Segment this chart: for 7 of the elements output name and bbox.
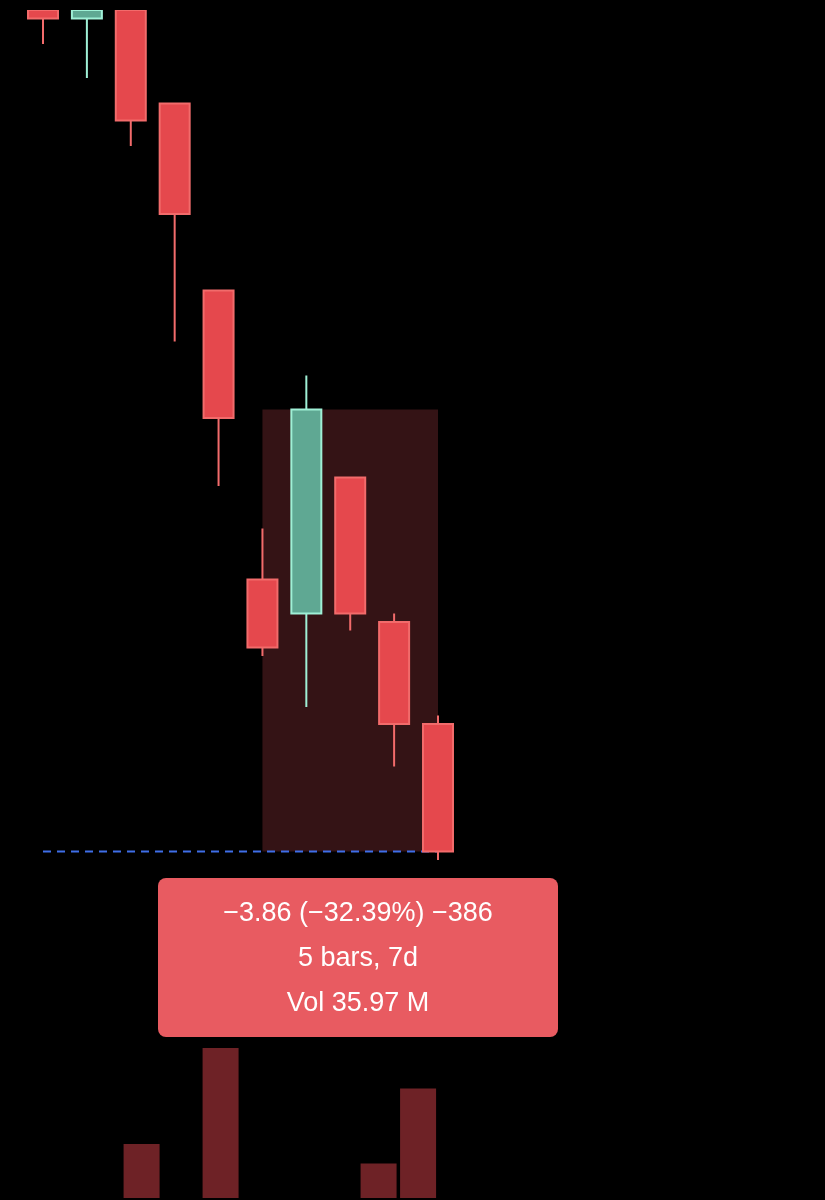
bar bbox=[202, 1048, 239, 1198]
text: −3.86 (−32.39%) −386 bbox=[222, 896, 494, 929]
bar bbox=[400, 1088, 437, 1198]
bar bbox=[123, 1144, 160, 1198]
bar bbox=[360, 1163, 397, 1198]
text: 5 bars, 7d bbox=[296, 941, 420, 974]
text: Vol 35.97 M bbox=[285, 986, 431, 1019]
